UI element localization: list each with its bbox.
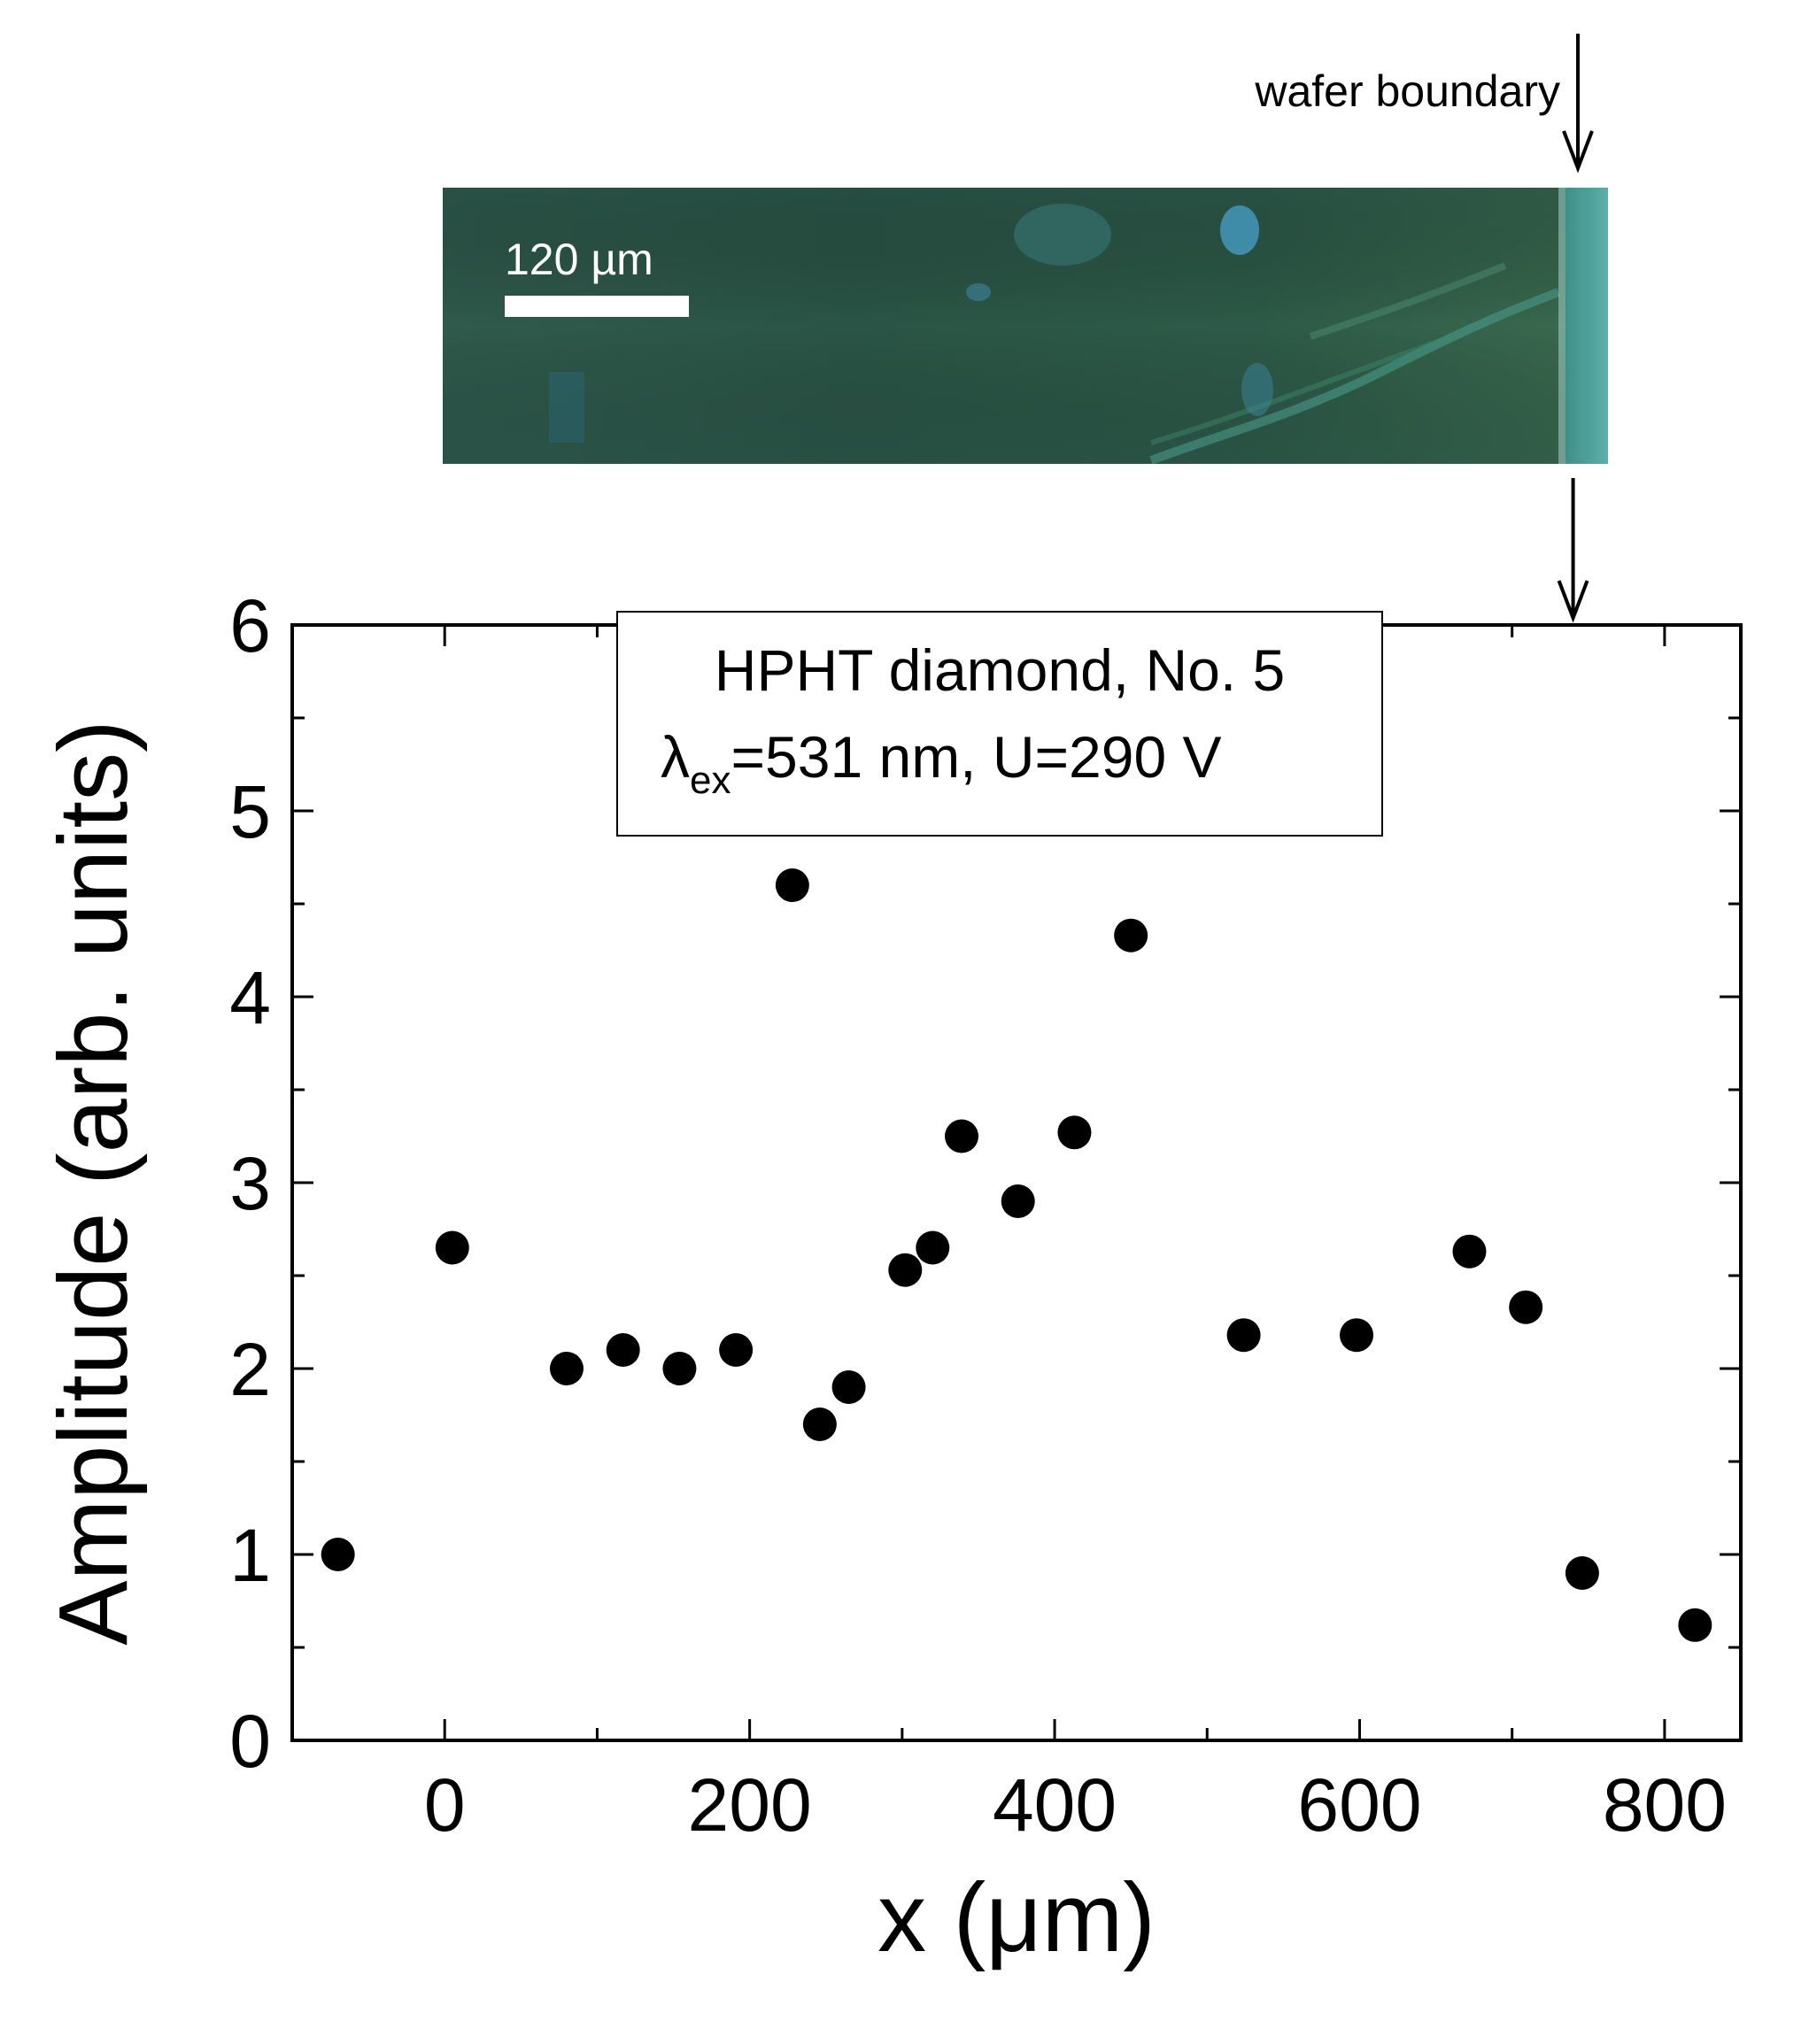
legend-line-2-rest: =531 nm, U=290 V — [731, 724, 1221, 790]
y-tick-label: 6 — [229, 584, 271, 667]
x-tick-label: 200 — [688, 1763, 812, 1847]
data-point — [1057, 1115, 1092, 1150]
y-axis-tick-labels: 0 1 2 3 4 5 6 — [229, 584, 271, 1783]
data-point — [549, 1352, 584, 1385]
data-point — [606, 1333, 640, 1367]
data-point — [662, 1352, 697, 1385]
scale-bar — [505, 296, 689, 317]
data-point — [719, 1333, 754, 1367]
y-tick-label: 2 — [229, 1328, 271, 1411]
legend-box: HPHT diamond, No. 5 λex=531 nm, U=290 V — [616, 611, 1383, 837]
y-axis-label: Amplitude (arb. units) — [39, 720, 148, 1645]
data-point — [1452, 1234, 1487, 1269]
x-tick-label: 400 — [993, 1763, 1117, 1847]
y-tick-label: 5 — [229, 770, 271, 853]
data-point — [802, 1408, 837, 1441]
y-tick-label: 4 — [229, 956, 271, 1039]
data-point — [1226, 1318, 1261, 1353]
data-point — [1340, 1318, 1374, 1353]
microscope-image — [443, 188, 1608, 465]
lambda-symbol: λ — [661, 724, 690, 790]
wafer-boundary-label: wafer boundary — [1254, 66, 1560, 116]
legend-line-1: HPHT diamond, No. 5 — [715, 637, 1285, 703]
data-point — [1565, 1556, 1599, 1590]
x-tick-label: 600 — [1297, 1763, 1421, 1847]
x-axis-tick-labels: 0 200 400 600 800 — [424, 1763, 1727, 1847]
data-point — [321, 1538, 355, 1571]
x-tick-label: 0 — [424, 1763, 466, 1847]
data-point — [945, 1119, 979, 1153]
data-point — [831, 1370, 866, 1404]
data-point — [1001, 1184, 1035, 1218]
data-point — [916, 1230, 950, 1265]
wafer-boundary-arrow-top — [1562, 34, 1594, 174]
data-point — [1114, 918, 1148, 953]
data-point — [435, 1230, 469, 1265]
data-point — [1678, 1608, 1712, 1642]
data-points — [321, 868, 1712, 1642]
y-axis-ticks — [292, 623, 1741, 1742]
x-axis-label: x (μm) — [877, 1863, 1156, 1972]
data-point — [775, 868, 809, 902]
y-tick-label: 1 — [229, 1514, 271, 1597]
data-point — [1509, 1290, 1543, 1324]
scale-bar-label: 120 µm — [505, 235, 653, 284]
data-point — [888, 1253, 923, 1287]
legend-line-2: λex=531 nm, U=290 V — [661, 724, 1222, 802]
x-tick-label: 800 — [1603, 1763, 1727, 1847]
y-tick-label: 0 — [229, 1700, 271, 1783]
wafer-boundary-arrow-bottom — [1557, 478, 1589, 623]
y-tick-label: 3 — [229, 1142, 271, 1225]
lambda-subscript: ex — [690, 759, 731, 802]
